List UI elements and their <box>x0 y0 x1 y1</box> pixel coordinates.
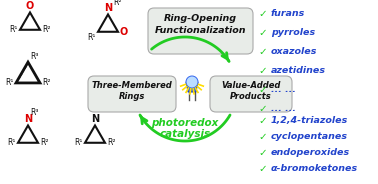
Text: Value-Added: Value-Added <box>221 81 281 90</box>
Text: O: O <box>120 27 128 37</box>
Text: R¹: R¹ <box>8 138 16 147</box>
Text: furans: furans <box>271 9 305 18</box>
Text: R²: R² <box>42 78 51 87</box>
FancyBboxPatch shape <box>88 76 176 112</box>
Text: Three-Membered: Three-Membered <box>91 81 172 90</box>
Text: R¹: R¹ <box>9 25 18 34</box>
Text: catalysis: catalysis <box>160 129 211 139</box>
Text: N: N <box>104 3 112 13</box>
Text: R³: R³ <box>30 52 39 61</box>
Text: ✓: ✓ <box>259 9 267 19</box>
Text: ... ...: ... ... <box>271 85 296 94</box>
Text: ✓: ✓ <box>259 47 267 57</box>
Text: O: O <box>26 1 34 11</box>
Text: R³: R³ <box>30 108 39 117</box>
Text: pyrroles: pyrroles <box>271 28 315 37</box>
Text: ✓: ✓ <box>259 28 267 38</box>
Text: R²: R² <box>40 138 48 147</box>
Text: R¹: R¹ <box>74 138 83 147</box>
Text: ✓: ✓ <box>259 85 267 95</box>
Text: α-bromoketones: α-bromoketones <box>271 164 358 173</box>
Text: endoperoxides: endoperoxides <box>271 148 350 157</box>
Circle shape <box>186 76 198 88</box>
Text: Ring-Opening: Ring-Opening <box>164 14 237 23</box>
Text: R¹: R¹ <box>88 33 96 42</box>
Polygon shape <box>186 82 198 92</box>
Text: ... ...: ... ... <box>271 104 296 113</box>
Text: R²: R² <box>113 0 121 8</box>
Text: ✓: ✓ <box>259 104 267 114</box>
Text: cyclopentanes: cyclopentanes <box>271 132 348 141</box>
Text: Functionalization: Functionalization <box>155 26 246 35</box>
Text: ✓: ✓ <box>259 66 267 76</box>
Text: R¹: R¹ <box>6 78 14 87</box>
Text: oxazoles: oxazoles <box>271 47 318 56</box>
Text: ✓: ✓ <box>259 132 267 142</box>
Text: ✓: ✓ <box>259 116 267 126</box>
Text: N: N <box>24 114 32 124</box>
Text: N: N <box>91 114 99 124</box>
Text: ✓: ✓ <box>259 164 267 174</box>
Text: azetidines: azetidines <box>271 66 326 75</box>
Text: ✓: ✓ <box>259 148 267 158</box>
Text: R²: R² <box>107 138 116 147</box>
Text: Rings: Rings <box>119 92 145 101</box>
Text: photoredox: photoredox <box>151 118 219 128</box>
FancyBboxPatch shape <box>210 76 292 112</box>
FancyBboxPatch shape <box>148 8 253 54</box>
Text: Products: Products <box>230 92 272 101</box>
Text: 1,2,4-triazoles: 1,2,4-triazoles <box>271 116 348 125</box>
Text: R²: R² <box>42 25 51 34</box>
